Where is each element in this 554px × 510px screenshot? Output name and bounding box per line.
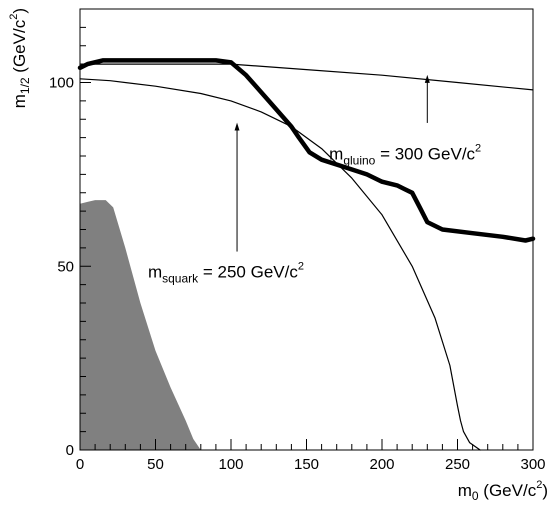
annotation-gluino-rest: = 300 GeV/c	[375, 145, 475, 164]
annotation-squark-main: m	[148, 262, 162, 281]
x-tick-label: 50	[147, 456, 164, 473]
x-title-main: m	[458, 481, 472, 500]
annotation-squark-sup: 2	[298, 260, 304, 272]
x-tick-label: 150	[294, 456, 319, 473]
y-title-main: m	[10, 94, 29, 108]
x-title-unit: (GeV/c	[479, 481, 537, 500]
x-tick-label: 250	[445, 456, 470, 473]
series-line-thick-0	[77, 58, 536, 243]
y-title-sup: 2	[8, 14, 20, 20]
x-title-sup: 2	[536, 479, 542, 491]
y-tick-label: 50	[57, 258, 74, 275]
y-axis-title: m1/2 (GeV/c2)	[8, 8, 32, 108]
x-tick-label: 100	[218, 456, 243, 473]
annotation-squark-sub: squark	[162, 271, 199, 285]
x-title-sub: 0	[472, 489, 479, 503]
excluded-region	[80, 200, 201, 450]
y-axis-ticks: 0 50 100	[49, 8, 91, 459]
y-title-close: )	[10, 8, 29, 14]
y-tick-label: 100	[49, 75, 74, 92]
y-title-unit: (GeV/c	[10, 19, 29, 77]
series-line-thin-2	[79, 78, 481, 451]
x-axis-title: m0 (GeV/c2)	[458, 479, 548, 503]
annotation-label-gluino: mgluino = 300 GeV/c2	[329, 143, 481, 168]
y-tick-label: 0	[66, 442, 74, 459]
series-line-thin-1	[79, 63, 534, 91]
x-tick-label: 300	[520, 456, 545, 473]
annotation-gluino-sub: gluino	[343, 154, 375, 168]
annotation-label-squark: msquark = 250 GeV/c2	[148, 260, 304, 285]
annotation-gluino-sup: 2	[475, 143, 481, 155]
x-title-close: )	[542, 481, 548, 500]
x-axis-ticks: 0 50 100 150 200 250 300	[76, 439, 546, 473]
x-tick-label: 0	[76, 456, 84, 473]
annotation-squark-rest: = 250 GeV/c	[198, 262, 298, 281]
annotation-gluino-main: m	[329, 145, 343, 164]
y-title-sub: 1/2	[18, 77, 32, 94]
x-tick-label: 200	[369, 456, 394, 473]
series-layer	[77, 58, 536, 451]
